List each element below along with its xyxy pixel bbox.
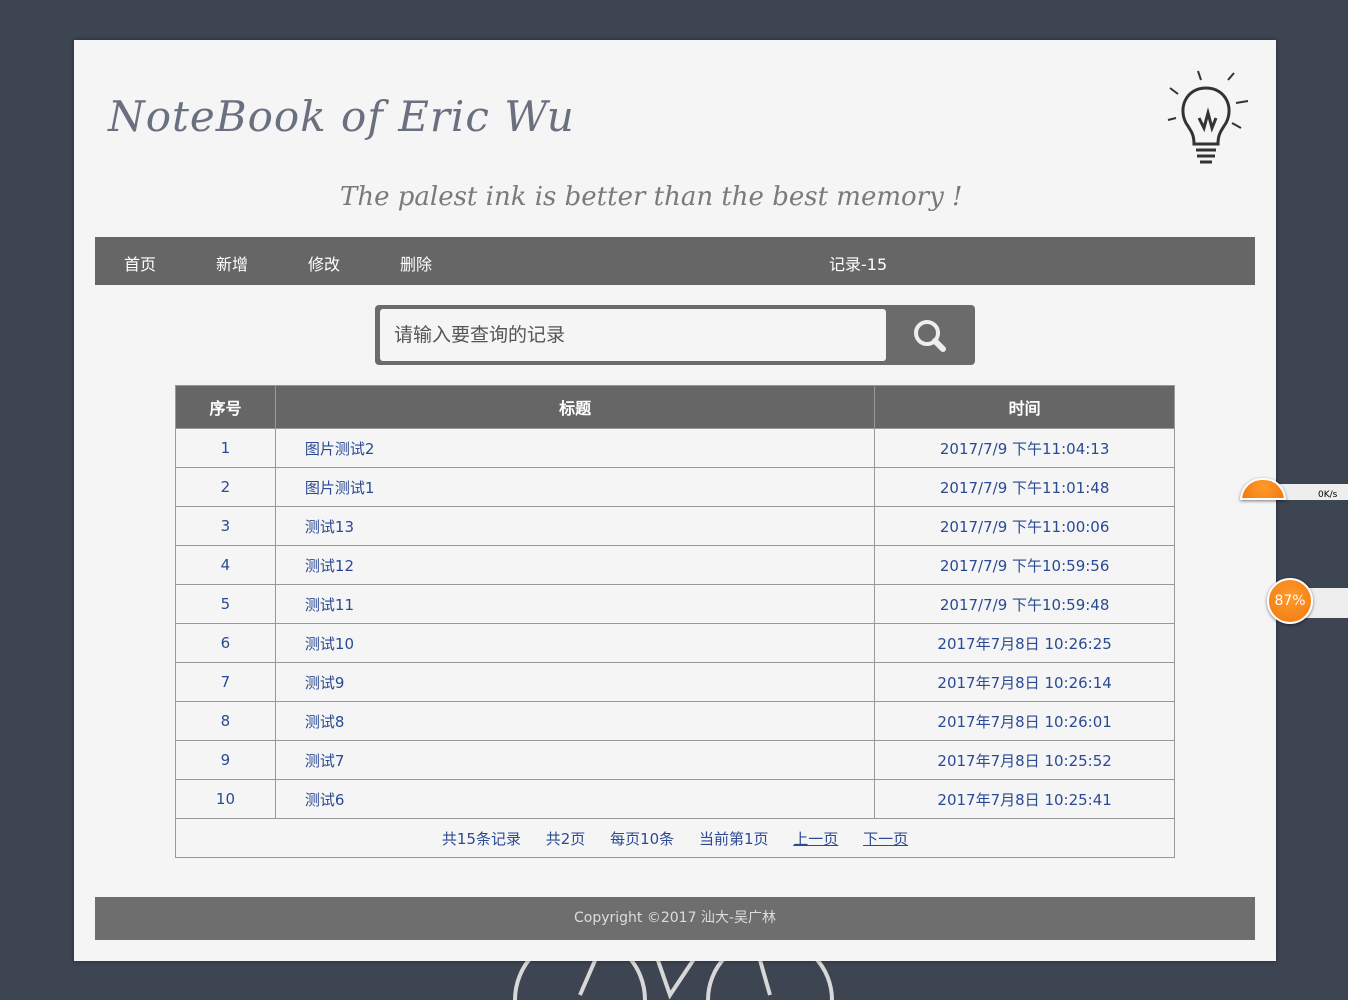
site-title: NoteBook of Eric Wu <box>108 92 575 141</box>
row-time: 2017年7月8日 10:25:52 <box>874 740 1175 780</box>
nav-item-home[interactable]: 首页 <box>124 255 157 274</box>
row-time: 2017年7月8日 10:26:14 <box>874 662 1175 702</box>
records-table: 序号 标题 时间 1 图片测试2 2017/7/9 下午11:04:13 2 图片… <box>175 385 1175 858</box>
row-index: 7 <box>175 662 276 702</box>
nav-item-add[interactable]: 新增 <box>216 255 249 274</box>
header-time: 时间 <box>874 385 1175 429</box>
table-row: 7 测试9 2017年7月8日 10:26:14 <box>175 662 1175 702</box>
row-title-link[interactable]: 测试7 <box>274 740 876 780</box>
row-title-link[interactable]: 测试6 <box>274 779 876 819</box>
row-index: 8 <box>175 701 276 741</box>
header-title: 标题 <box>274 385 876 429</box>
row-index: 2 <box>175 467 276 507</box>
row-index: 6 <box>175 623 276 663</box>
pager-per-page: 每页10条 <box>610 829 675 848</box>
row-title-link[interactable]: 测试9 <box>274 662 876 702</box>
nav-bar: 首页 新增 修改 删除 记录-15 <box>95 237 1255 285</box>
notebook-card: NoteBook of Eric Wu The palest ink is be… <box>74 40 1276 961</box>
search-button[interactable] <box>895 313 965 357</box>
row-title-link[interactable]: 图片测试2 <box>274 428 876 468</box>
row-time: 2017/7/9 下午10:59:56 <box>874 545 1175 585</box>
row-time: 2017年7月8日 10:25:41 <box>874 779 1175 819</box>
row-title-link[interactable]: 测试8 <box>274 701 876 741</box>
row-index: 1 <box>175 428 276 468</box>
row-time: 2017年7月8日 10:26:01 <box>874 701 1175 741</box>
table-row: 8 测试8 2017年7月8日 10:26:01 <box>175 701 1175 741</box>
table-row: 4 测试12 2017/7/9 下午10:59:56 <box>175 545 1175 585</box>
table-row: 5 测试11 2017/7/9 下午10:59:48 <box>175 584 1175 624</box>
row-title-link[interactable]: 测试12 <box>274 545 876 585</box>
row-index: 4 <box>175 545 276 585</box>
row-title-link[interactable]: 测试10 <box>274 623 876 663</box>
footer: Copyright ©2017 汕大-吴广林 <box>95 897 1255 940</box>
site-motto: The palest ink is better than the best m… <box>340 182 963 212</box>
table-row: 10 测试6 2017年7月8日 10:25:41 <box>175 779 1175 819</box>
row-time: 2017年7月8日 10:26:25 <box>874 623 1175 663</box>
row-index: 10 <box>175 779 276 819</box>
row-time: 2017/7/9 下午10:59:48 <box>874 584 1175 624</box>
row-index: 9 <box>175 740 276 780</box>
nav-item-delete[interactable]: 删除 <box>400 255 433 274</box>
nav-item-edit[interactable]: 修改 <box>308 255 341 274</box>
search-icon <box>914 320 946 352</box>
header-index: 序号 <box>175 385 276 429</box>
pager-current: 当前第1页 <box>698 829 769 848</box>
search-input[interactable] <box>380 309 886 361</box>
record-count: 记录-15 <box>829 255 888 274</box>
prev-page-link[interactable]: 上一页 <box>793 829 839 848</box>
row-index: 5 <box>175 584 276 624</box>
row-time: 2017/7/9 下午11:00:06 <box>874 506 1175 546</box>
table-row: 6 测试10 2017年7月8日 10:26:25 <box>175 623 1175 663</box>
speed-widget-button[interactable]: 87% <box>1267 578 1313 624</box>
row-index: 3 <box>175 506 276 546</box>
row-time: 2017/7/9 下午11:04:13 <box>874 428 1175 468</box>
row-time: 2017/7/9 下午11:01:48 <box>874 467 1175 507</box>
next-page-link[interactable]: 下一页 <box>863 829 909 848</box>
pager-total: 共15条记录 <box>441 829 521 848</box>
row-title-link[interactable]: 图片测试1 <box>274 467 876 507</box>
search-box <box>375 305 975 365</box>
row-title-link[interactable]: 测试13 <box>274 506 876 546</box>
pager-pages: 共2页 <box>545 829 586 848</box>
table-row: 3 测试13 2017/7/9 下午11:00:06 <box>175 506 1175 546</box>
row-title-link[interactable]: 测试11 <box>274 584 876 624</box>
lightbulb-icon <box>1167 70 1249 164</box>
table-row: 1 图片测试2 2017/7/9 下午11:04:13 <box>175 428 1175 468</box>
table-row: 9 测试7 2017年7月8日 10:25:52 <box>175 740 1175 780</box>
pager-row: 共15条记录 共2页 每页10条 当前第1页 上一页 下一页 <box>175 818 1175 858</box>
table-row: 2 图片测试1 2017/7/9 下午11:01:48 <box>175 467 1175 507</box>
